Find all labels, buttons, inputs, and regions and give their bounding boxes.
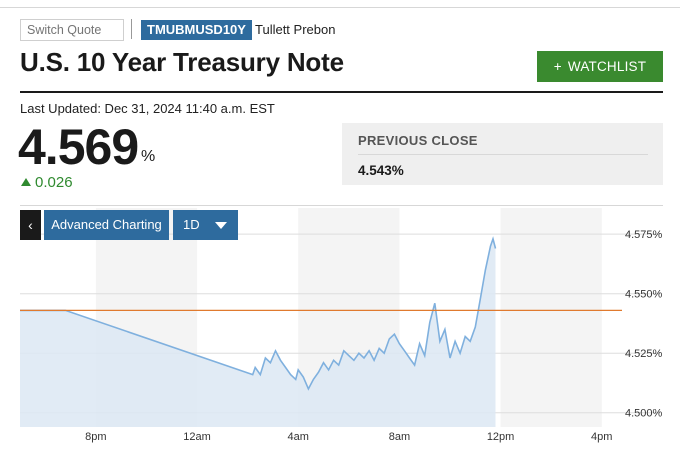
current-price: 4.569 (18, 119, 139, 175)
range-label: 1D (183, 217, 200, 232)
previous-close-label: PREVIOUS CLOSE (358, 133, 478, 148)
last-updated: Last Updated: Dec 31, 2024 11:40 a.m. ES… (20, 101, 275, 116)
data-source: Tullett Prebon (255, 22, 336, 37)
previous-close-divider (358, 154, 648, 155)
watchlist-label: WATCHLIST (567, 59, 647, 74)
y-tick-label: 4.575% (625, 229, 663, 241)
x-tick-label: 4am (288, 431, 309, 443)
advanced-charting-button[interactable]: Advanced Charting (44, 210, 169, 240)
previous-close-box: PREVIOUS CLOSE 4.543% (342, 123, 663, 185)
price-unit: % (141, 148, 156, 165)
yield-chart: 4.575% 4.550% 4.525% 4.500% 8pm 12am 4am 8am 12… (20, 208, 663, 443)
x-tick-label: 4pm (591, 431, 612, 443)
plus-icon: + (553, 59, 562, 74)
session-band (500, 208, 602, 427)
y-axis-ticks: 4.575% 4.550% 4.525% 4.500% (625, 229, 663, 420)
x-tick-label: 8am (389, 431, 410, 443)
change-value: 0.026 (35, 174, 73, 191)
y-tick-label: 4.500% (625, 408, 663, 420)
up-arrow-icon (21, 178, 31, 186)
range-select[interactable]: 1D (173, 210, 238, 240)
top-divider (0, 7, 680, 8)
y-tick-label: 4.550% (625, 289, 663, 301)
series-line (20, 236, 497, 391)
chart-top-divider (20, 205, 663, 206)
price-change: 0.026 (21, 174, 73, 191)
header-separator (131, 19, 132, 39)
x-tick-label: 12pm (487, 431, 515, 443)
x-tick-label: 12am (183, 431, 211, 443)
x-axis-ticks: 8pm 12am 4am 8am 12pm 4pm (85, 431, 612, 443)
switch-quote-input[interactable] (20, 19, 124, 41)
title-rule (20, 91, 663, 93)
x-tick-label: 8pm (85, 431, 106, 443)
series-area (20, 238, 496, 427)
chevron-down-icon (215, 222, 227, 229)
watchlist-button[interactable]: + WATCHLIST (537, 51, 663, 82)
chart-back-button[interactable]: ‹ (20, 210, 41, 240)
y-tick-label: 4.525% (625, 348, 663, 360)
ticker-badge[interactable]: TMUBMUSD10Y (141, 20, 252, 40)
previous-close-value: 4.543% (358, 163, 404, 178)
page-title: U.S. 10 Year Treasury Note (20, 47, 344, 77)
